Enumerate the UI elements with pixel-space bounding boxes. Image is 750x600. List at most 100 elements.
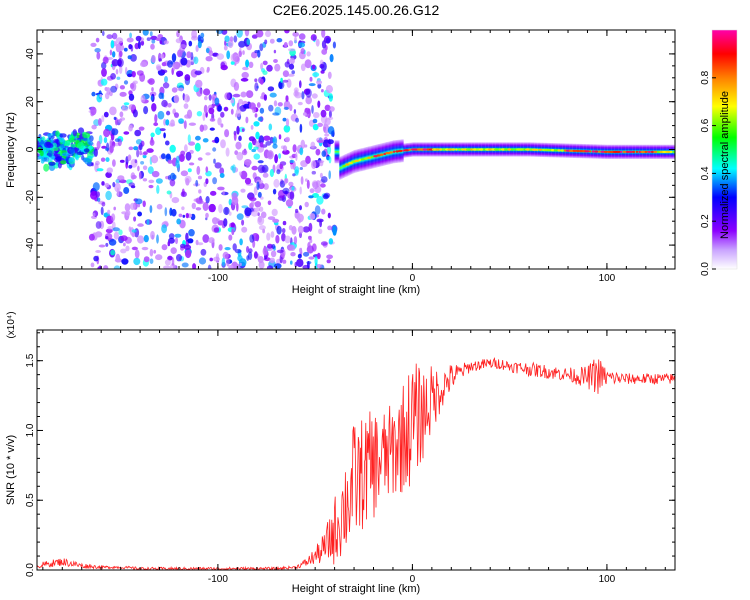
spectrogram-cell [274,154,278,164]
spectrogram-cell [457,148,462,151]
spectrogram-cell [205,178,209,185]
spectrogram-cell [153,122,159,127]
spectrogram-cell [298,33,306,40]
spectrogram-cell [115,37,124,44]
spectrogram-cell [105,236,109,240]
spectrogram-cell [325,85,333,94]
spectrogram-cell [271,244,276,249]
spectrogram-cell [255,30,264,38]
spectrogram-cell [60,145,66,149]
spectrogram-cell [303,251,310,257]
spectrogram-cell [328,156,332,164]
spectrogram-cell [148,78,155,85]
spectrogram-cell [44,157,50,162]
spectrogram-cell [230,108,234,115]
spectrogram-cell [55,156,62,162]
spectrogram-cell [52,142,57,149]
spectrogram-cell [332,41,336,49]
spectrogram-cell [364,157,368,160]
spectrogram-cell [150,132,155,138]
spectrogram-cell [101,181,105,186]
spectrogram-cell [138,143,143,151]
spectrogram-cell [439,148,443,151]
spectrogram-cell [249,234,255,243]
spectrogram-cell [198,189,202,194]
spectrogram-cell [256,181,260,190]
spectrogram-cell [248,142,253,151]
spectrogram-cell [133,146,139,151]
spectrogram-cell [192,263,197,269]
spectrogram-cell [230,53,238,62]
spectrogram-cell [330,130,335,137]
spectrogram-cell [309,76,313,82]
spectrogram-cell [277,102,283,107]
spectrogram-cell [224,247,231,251]
spectrogram-cell [123,242,126,247]
spectrogram-cell [147,166,154,175]
spectrogram-cell [671,144,674,159]
spectrogram-cell [411,148,415,151]
spectrogram-heatmap [37,30,675,269]
spectrogram-cell [43,150,47,158]
spectrogram-cell [137,40,141,50]
spectrogram-cell [302,112,307,116]
spectrogram-cell [180,243,186,249]
spectrogram-cell [46,143,54,148]
spectrogram-cell [165,119,170,126]
spectrogram-cell [557,149,561,152]
spectrogram-cell [251,200,255,205]
spectrogram-cell [104,182,110,188]
spectrogram-cell [273,49,277,54]
spectrogram-cell [311,64,316,70]
spectrogram-cell [320,183,326,188]
spectrogram-cell [39,150,44,157]
spectrogram-cell [447,148,453,151]
snr-y-tick-label: 1.0 [25,423,36,437]
spectrogram-cell [127,154,132,161]
spectrogram-cell [205,166,209,173]
spectrogram-cell [220,64,228,71]
spectrogram-cell [155,178,163,184]
spectrogram-cell [173,94,180,104]
spectrogram-cell [309,188,315,194]
spectrogram-cell [188,229,195,237]
spectrogram-cell [242,66,249,71]
spectrogram-cell [315,38,320,47]
spectrogram-cell [589,150,592,153]
spectrogram-cell [72,129,78,137]
spectrogram-cell [281,228,286,234]
spectrogram-ticks: -100 0 100 40 20 0 -20 -40 [25,29,675,284]
spectrogram-cell [95,160,100,166]
spectrogram-cell [127,73,133,78]
spectrogram-cell [133,216,137,222]
spectrogram-cell [292,144,297,153]
spectrogram-cell [269,136,274,144]
spectrogram-cell [287,73,295,77]
spectrogram-cell [142,30,149,36]
spectrogram-cell [622,150,627,154]
spectrogram-cell [311,160,317,170]
spectrogram-y-tick-label: -20 [25,190,36,205]
spectrogram-cell [96,197,101,202]
spectrogram-cell [246,246,250,253]
spectrogram-cell [96,168,104,172]
spectrogram-cell [174,112,179,118]
spectrogram-cell [83,148,90,153]
spectrogram-cell [50,135,55,140]
spectrogram-cell [188,122,196,126]
spectrogram-cell [193,56,199,65]
spectrogram-cell [68,157,75,162]
spectrogram-cell [194,142,201,152]
spectrogram-cell [265,30,271,38]
spectrogram-cell [197,175,203,180]
spectrogram-cell [119,159,125,163]
spectrogram-cell [134,129,142,137]
spectrogram-cell [283,42,288,48]
spectrogram-cell [235,141,242,150]
spectrogram-cell [292,31,300,37]
spectrogram-cell [111,128,119,136]
spectrogram-cell [244,30,250,37]
spectrogram-cell [68,137,75,143]
spectrogram-cell [103,128,110,138]
spectrogram-cell [239,238,243,246]
